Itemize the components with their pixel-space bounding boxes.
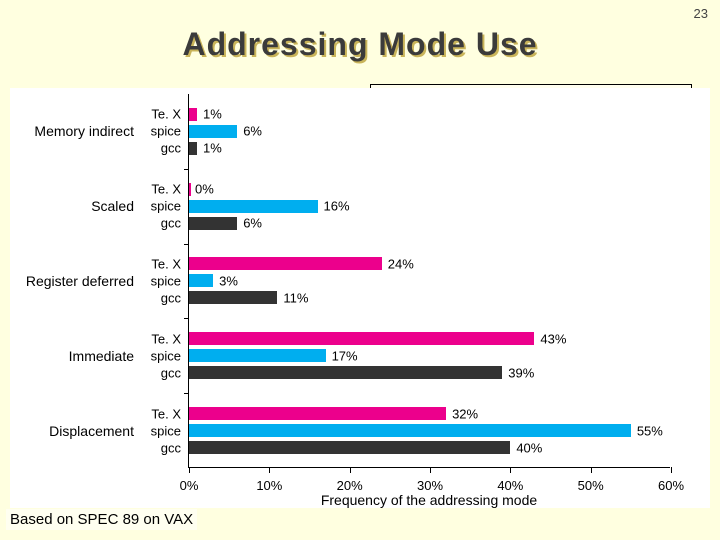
- bar-value-label: 17%: [332, 348, 358, 363]
- page-number: 23: [694, 6, 708, 21]
- chart-group: ImmediateTe. X43%spice17%gcc39%: [189, 318, 670, 393]
- x-tick-label: 20%: [337, 478, 363, 493]
- bar-value-label: 11%: [283, 290, 308, 305]
- bar-value-label: 40%: [516, 440, 542, 455]
- chart-group: Register deferredTe. X24%spice3%gcc11%: [189, 244, 670, 319]
- bar-value-label: 6%: [243, 124, 262, 139]
- y-tick: [184, 244, 188, 245]
- bar-value-label: 1%: [203, 141, 222, 156]
- bar: [189, 217, 237, 230]
- bar: [189, 200, 318, 213]
- bar: [189, 274, 213, 287]
- series-label: spice: [151, 348, 189, 363]
- series-label: gcc: [161, 440, 189, 455]
- series-label: Te. X: [151, 256, 189, 271]
- bar-value-label: 39%: [508, 365, 534, 380]
- chart-group: DisplacementTe. X32%spice55%gcc40%: [189, 393, 670, 468]
- series-label: gcc: [161, 141, 189, 156]
- title-text: Addressing Mode Use: [182, 26, 537, 62]
- bar-value-label: 32%: [452, 406, 478, 421]
- chart-group: Memory indirectTe. X1%spice6%gcc1%: [189, 94, 670, 169]
- series-label: spice: [151, 273, 189, 288]
- bar: [189, 183, 191, 196]
- bar: [189, 332, 534, 345]
- bar-value-label: 16%: [324, 199, 350, 214]
- bar-value-label: 0%: [195, 182, 214, 197]
- bar-value-label: 1%: [203, 107, 222, 122]
- bar: [189, 441, 510, 454]
- series-label: Te. X: [151, 406, 189, 421]
- bar-chart: 0% 10% 20% 30% 40% 50% 60% Memory indirectTe. X…: [10, 88, 710, 508]
- bar: [189, 291, 277, 304]
- x-tick-label: 30%: [417, 478, 443, 493]
- bar-value-label: 3%: [219, 273, 238, 288]
- bar-value-label: 6%: [243, 216, 262, 231]
- bar: [189, 349, 326, 362]
- slide: 23 Addressing Mode Use Addressing Mode U…: [0, 0, 720, 540]
- bar-value-label: 55%: [637, 423, 663, 438]
- bar-value-label: 43%: [540, 331, 566, 346]
- chart-group: ScaledTe. X0%spice16%gcc6%: [189, 169, 670, 244]
- bar: [189, 257, 382, 270]
- plot-area: 0%10%20%30%40%50%60%Memory indirectTe. X…: [188, 94, 670, 468]
- series-label: spice: [151, 423, 189, 438]
- series-label: gcc: [161, 216, 189, 231]
- footnote: Based on SPEC 89 on VAX: [6, 509, 197, 530]
- series-label: Te. X: [151, 331, 189, 346]
- bar: [189, 108, 197, 121]
- x-tick-label: 50%: [578, 478, 604, 493]
- series-label: spice: [151, 199, 189, 214]
- x-tick-label: 60%: [658, 478, 684, 493]
- y-tick: [184, 318, 188, 319]
- bar: [189, 424, 631, 437]
- y-tick: [184, 393, 188, 394]
- bar: [189, 142, 197, 155]
- bar-value-label: 24%: [388, 256, 414, 271]
- series-label: spice: [151, 124, 189, 139]
- bar: [189, 125, 237, 138]
- series-label: gcc: [161, 290, 189, 305]
- x-axis-label: Frequency of the addressing mode: [188, 492, 670, 508]
- x-tick-label: 10%: [256, 478, 282, 493]
- series-label: gcc: [161, 365, 189, 380]
- x-tick: [671, 467, 672, 473]
- bar: [189, 407, 446, 420]
- series-label: Te. X: [151, 182, 189, 197]
- x-tick-label: 0%: [180, 478, 199, 493]
- y-tick: [184, 169, 188, 170]
- x-tick-label: 40%: [497, 478, 523, 493]
- bar: [189, 366, 502, 379]
- slide-title: Addressing Mode Use Addressing Mode Use: [0, 26, 720, 63]
- series-label: Te. X: [151, 107, 189, 122]
